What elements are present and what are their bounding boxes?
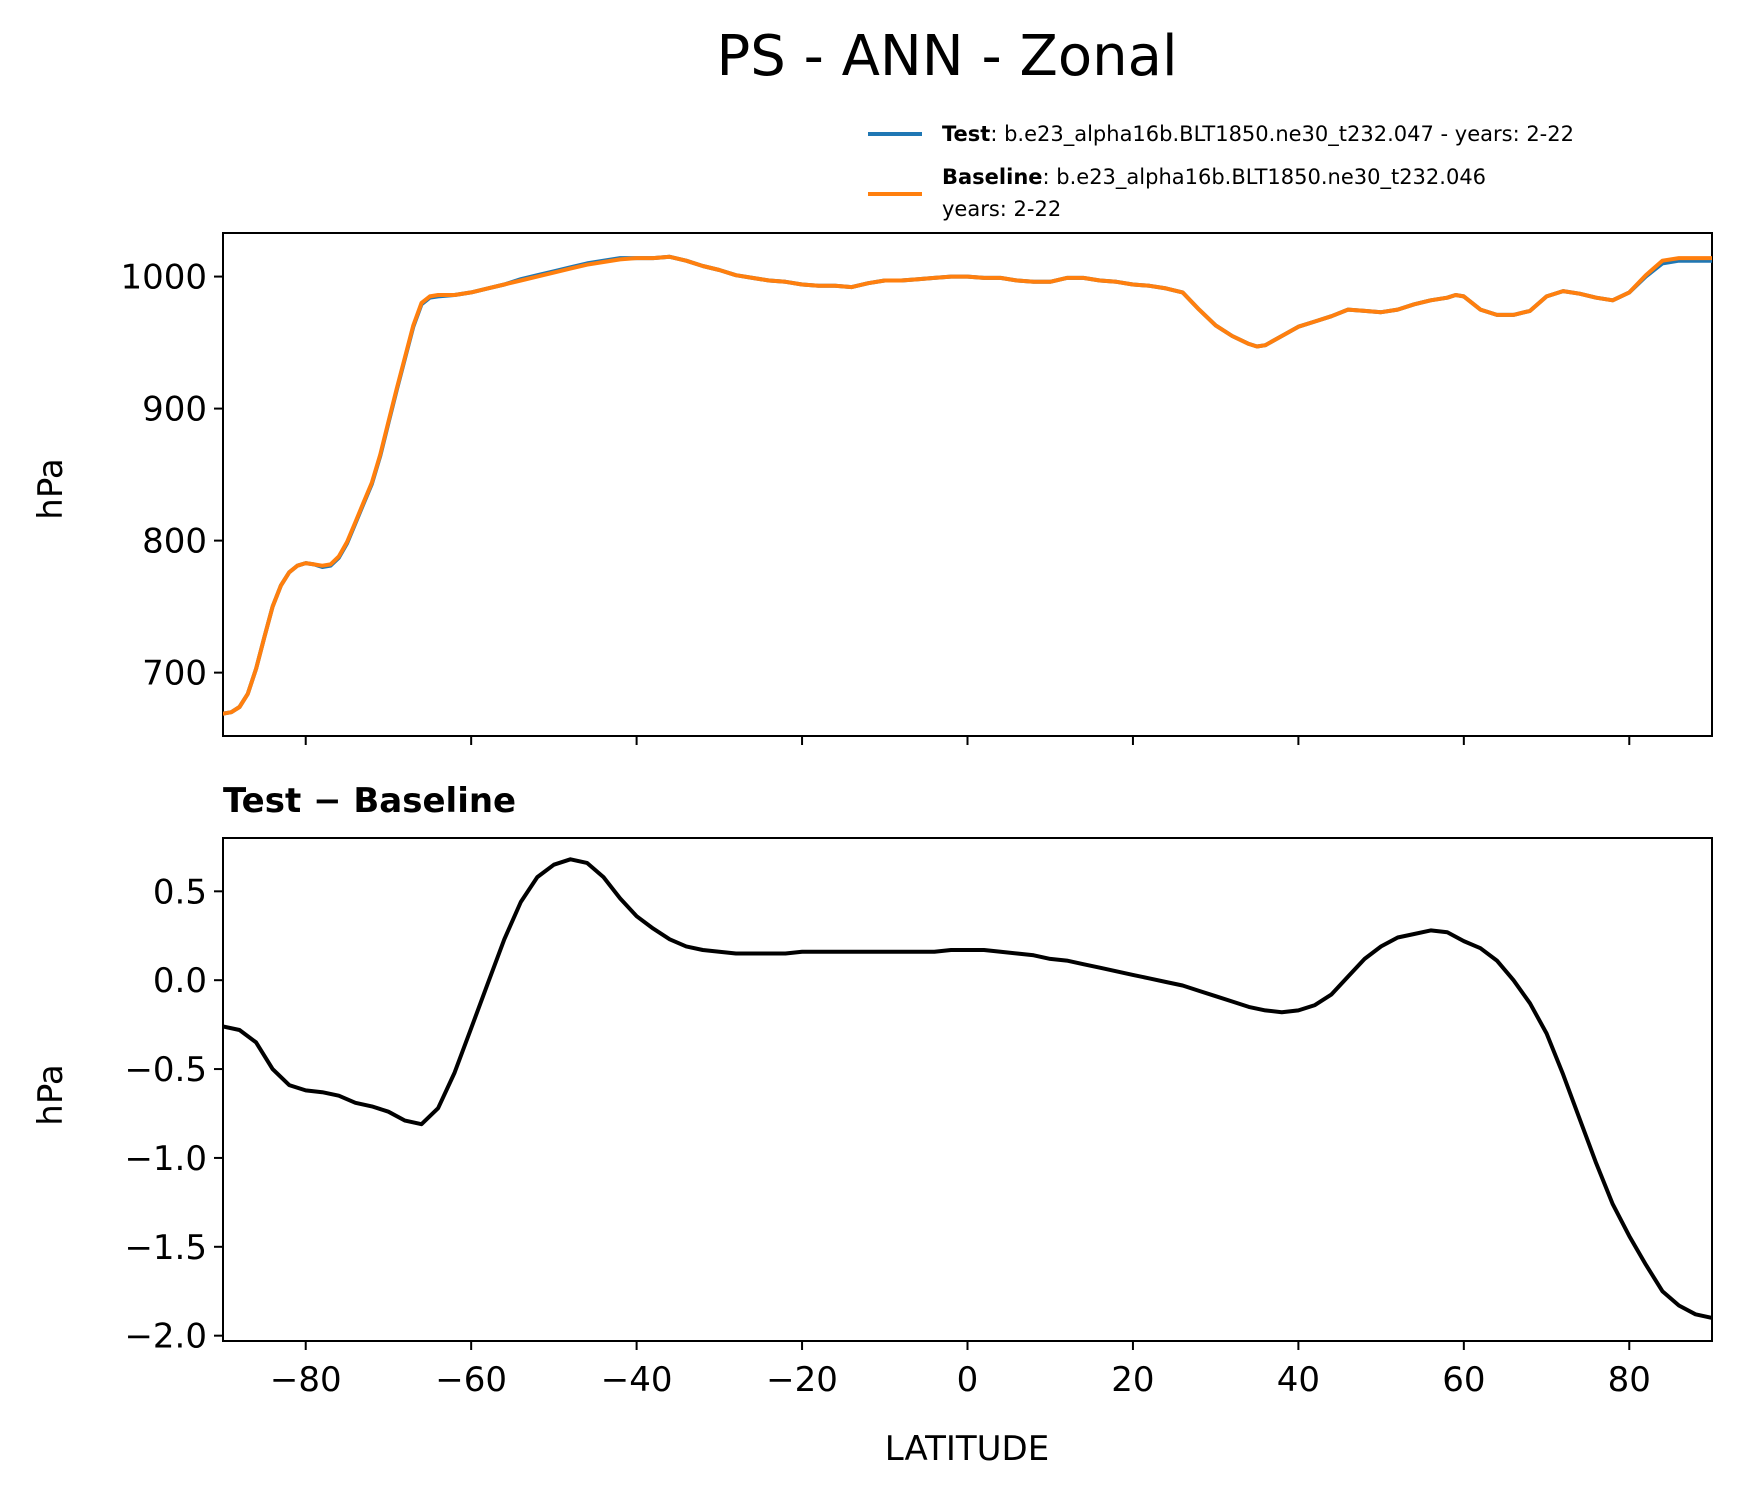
panel-bottom-xtick-label: −40 <box>601 1360 673 1400</box>
panel-bottom-xtick-label: −60 <box>435 1360 507 1400</box>
panel-top-ytick-label: 900 <box>142 390 207 430</box>
panel-top-y-ticks: 700 800 900 1000 <box>120 258 223 694</box>
legend-label-baseline-bold: Baseline <box>942 165 1043 189</box>
panel-bottom-x-label: LATITUDE <box>885 1429 1049 1469</box>
panel-bottom-xtick-label: 80 <box>1608 1360 1651 1400</box>
panel-top: 700 800 900 1000 hPa <box>31 232 1713 745</box>
panel-bottom-xtick-label: 60 <box>1442 1360 1485 1400</box>
panel-bottom-y-label: hPa <box>31 1064 71 1125</box>
panel-top-ytick-label: 700 <box>142 654 207 694</box>
legend-label-test: Test: b.e23_alpha16b.BLT1850.ne30_t232.0… <box>942 122 1574 147</box>
panel-top-series-baseline-line <box>223 254 1712 716</box>
panel-bottom-xtick-label: 0 <box>957 1360 979 1400</box>
panel-top-lines <box>223 254 1712 716</box>
panel-bottom-ytick-label: 0.0 <box>153 961 207 1001</box>
panel-top-x-ticks <box>304 736 1631 745</box>
panel-bottom-xtick-label: 40 <box>1277 1360 1320 1400</box>
legend-label-baseline-line2: years: 2-22 <box>942 197 1061 221</box>
panel-bottom-xtick-label: −20 <box>766 1360 838 1400</box>
panel-bottom-ytick-label: 0.5 <box>153 872 207 912</box>
panel-bottom: Test − Baseline −2.0 −1.5 −1.0 −0.5 0.0 0.5 −… <box>31 781 1713 1469</box>
panel-bottom-xtick-label: −80 <box>270 1360 342 1400</box>
panel-bottom-y-ticks: −2.0 −1.5 −1.0 −0.5 0.0 0.5 <box>124 872 223 1357</box>
panel-bottom-series-diff-line <box>223 857 1712 1320</box>
legend-label-baseline-text: : b.e23_alpha16b.BLT1850.ne30_t232.046 <box>1043 165 1487 190</box>
panel-bottom-x-ticks: −80 −60 −40 −20 0 20 40 60 80 <box>270 1341 1651 1400</box>
panel-bottom-ytick-label: −1.0 <box>124 1139 207 1179</box>
legend-label-test-bold: Test <box>942 122 990 146</box>
legend: Test: b.e23_alpha16b.BLT1850.ne30_t232.0… <box>868 122 1574 221</box>
panel-bottom-title: Test − Baseline <box>223 781 516 821</box>
panel-bottom-ytick-label: −0.5 <box>124 1050 207 1090</box>
panel-top-ytick-label: 800 <box>142 522 207 562</box>
panel-bottom-ytick-label: −1.5 <box>124 1228 207 1268</box>
legend-label-baseline: Baseline: b.e23_alpha16b.BLT1850.ne30_t2… <box>942 165 1486 190</box>
panel-bottom-ytick-label: −2.0 <box>124 1317 207 1357</box>
panel-bottom-lines <box>223 857 1712 1320</box>
panel-top-y-label: hPa <box>31 458 71 519</box>
panel-top-ytick-label: 1000 <box>120 258 207 298</box>
panel-bottom-xtick-label: 20 <box>1111 1360 1154 1400</box>
figure-title: PS - ANN - Zonal <box>716 24 1177 89</box>
legend-label-test-text: : b.e23_alpha16b.BLT1850.ne30_t232.047 -… <box>990 122 1574 147</box>
